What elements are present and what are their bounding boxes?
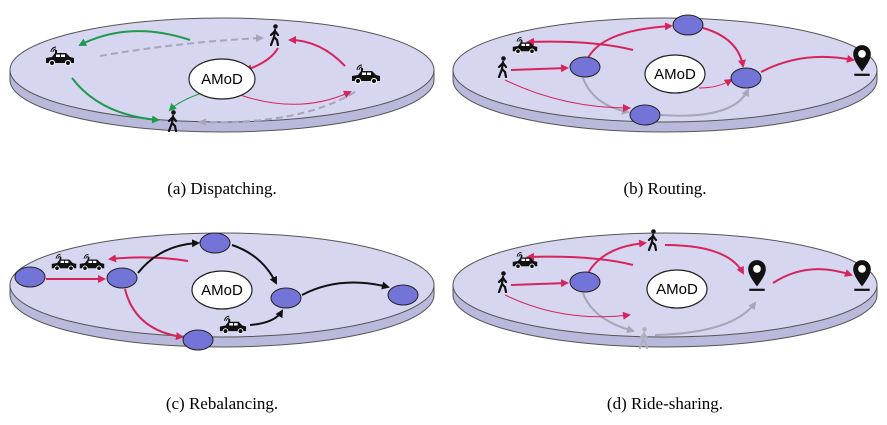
hub [644, 54, 706, 94]
node [569, 271, 601, 293]
caption: (b) Routing. [623, 179, 706, 198]
panel-dispatching: AMoD (a) Dispatching. [9, 17, 435, 198]
node [14, 266, 46, 288]
node [730, 67, 762, 89]
caption: (d) Ride-sharing. [607, 394, 723, 413]
edge [582, 292, 635, 334]
edge [99, 34, 264, 57]
edge [760, 54, 855, 73]
panel-ride-sharing: AMoD (d) Ride-sharing. [452, 229, 878, 413]
edge [239, 90, 352, 105]
hub-label: AMoD [201, 282, 243, 299]
node [106, 267, 138, 289]
caption: (a) Dispatching. [167, 179, 277, 198]
edge [702, 27, 746, 68]
edge [664, 244, 744, 275]
node [199, 232, 231, 254]
node [672, 14, 704, 36]
edge [504, 79, 631, 112]
edge [587, 22, 673, 59]
edge [288, 36, 346, 67]
edge [108, 254, 189, 263]
node [387, 284, 419, 306]
edge [526, 252, 634, 266]
edge [78, 30, 191, 46]
edge [660, 88, 749, 117]
hub [191, 270, 253, 310]
edge [698, 78, 733, 89]
edge [587, 239, 647, 274]
edge [526, 37, 634, 51]
hub [188, 58, 256, 100]
edge [124, 288, 184, 341]
edge [137, 239, 200, 274]
edge [231, 244, 277, 285]
edge [71, 77, 160, 124]
edge [249, 309, 284, 326]
node [270, 287, 302, 309]
hub-label: AMoD [654, 66, 696, 83]
node [629, 104, 661, 126]
hub-label: AMoD [656, 281, 698, 298]
node [182, 329, 214, 351]
edge [301, 281, 390, 296]
edge [504, 294, 631, 320]
caption: (c) Rebalancing. [166, 394, 278, 413]
edge [654, 301, 757, 336]
edge [510, 279, 569, 288]
hub [646, 269, 708, 309]
hub-label: AMoD [201, 71, 243, 88]
panel-rebalancing: AMoD (c) Rebalancing. [9, 232, 435, 413]
node [569, 56, 601, 78]
edge [772, 268, 853, 284]
edge [510, 64, 569, 73]
edge [582, 77, 630, 115]
edge [198, 91, 356, 127]
panel-routing: AMoD (b) Routing. [452, 14, 878, 198]
